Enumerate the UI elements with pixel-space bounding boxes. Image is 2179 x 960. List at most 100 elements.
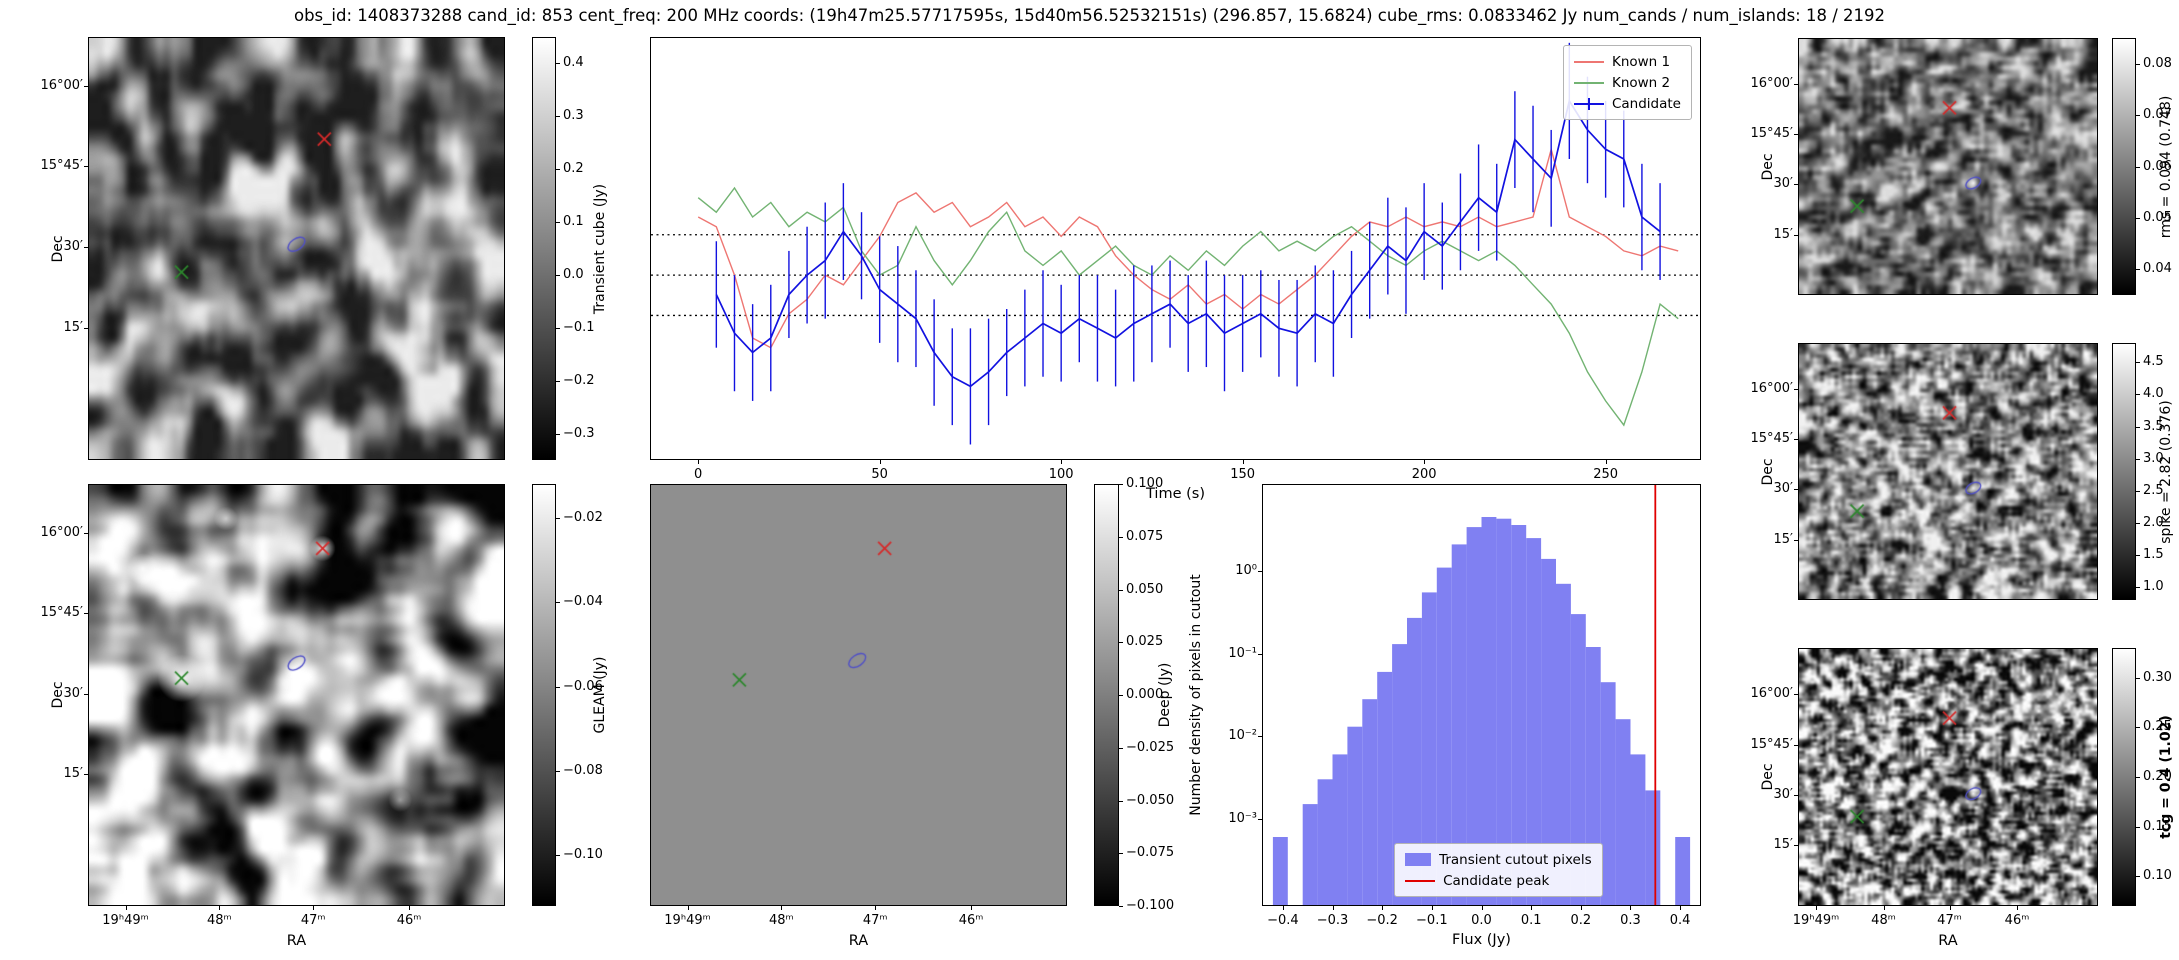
rms-colorbar-tick (2136, 269, 2140, 271)
deep-ra-tick-label: 48ᵐ (769, 913, 794, 928)
spike-colorbar-tick (2136, 490, 2140, 492)
gleam-colorbar-tick (556, 770, 560, 772)
gleam-colorbar-tick (556, 517, 560, 519)
tcg-colorbar-tick (2136, 727, 2140, 729)
gleam-ra-tick-label: 19ʰ49ᵐ (102, 913, 149, 928)
tcg-ra-tick (2017, 906, 2018, 910)
lightcurve-legend: Known 1 Known 2 Candidate (1562, 45, 1692, 120)
tcg-colorbar-tick-label: 0.20 (2143, 769, 2172, 784)
rms-colorbar-label: rms = 0.094 (0.748) (2158, 95, 2174, 238)
legend-line-sample (1573, 55, 1604, 69)
deep-colorbar-tick-label: −0.025 (1126, 739, 1175, 755)
legend-line (1573, 81, 1604, 84)
rms-ylabel: Dec (1760, 152, 1776, 181)
gleam-ra-tick (125, 906, 127, 910)
flux_histogram-y-tick (1258, 736, 1262, 738)
gleam-colorbar-tick (556, 602, 560, 604)
tcg-colorbar-tick (2136, 826, 2140, 828)
legend-row: Candidate (1573, 93, 1681, 114)
transient_cube-dec-tick (84, 85, 88, 87)
rms-colorbar (2112, 38, 2136, 295)
spike-colorbar-tick (2136, 555, 2140, 557)
panel-deep (650, 484, 1067, 906)
spike-image (1799, 344, 2097, 599)
tcg-ra-tick (1816, 906, 1817, 910)
lightcurve-xlabel: Time (s) (1146, 486, 1205, 502)
flux_histogram-x-tick (1630, 906, 1632, 910)
spike-colorbar (2112, 343, 2136, 600)
spike-colorbar-label: spike = 2.82 (0.376) (2158, 399, 2174, 544)
gleam-colorbar-tick-label: −0.10 (563, 847, 603, 863)
flux_histogram-y-tick-label: 10⁻³ (1228, 810, 1257, 826)
flux_histogram-x-tick-label: −0.3 (1316, 913, 1349, 928)
transient_cube-ylabel: Dec (50, 234, 66, 263)
tcg-ra-tick-label: 47ᵐ (1937, 913, 1962, 928)
spike-colorbar-tick (2136, 362, 2140, 364)
rms-dec-tick-label: 16°00′ (1750, 76, 1793, 92)
transient_cube-colorbar-tick (556, 116, 560, 118)
tcg-xlabel: RA (1938, 933, 1958, 949)
rms-dec-tick (1794, 234, 1798, 236)
transient_cube-dec-tick-label: 16°00′ (40, 77, 83, 93)
deep-colorbar-tick (1119, 695, 1123, 696)
gleam-ra-tick-label: 46ᵐ (396, 913, 422, 928)
tcg-dec-tick-label: 15′ (1773, 837, 1794, 853)
gleam-colorbar-tick-label: −0.04 (563, 594, 603, 610)
panel-tcg (1798, 648, 2098, 906)
rms-image (1799, 39, 2097, 294)
rms-colorbar-tick-label: 0.05 (2143, 209, 2172, 225)
gleam-colorbar (532, 484, 556, 906)
spike-colorbar-tick-label: 1.0 (2143, 579, 2164, 595)
legend-line-sample (1405, 874, 1436, 888)
transient_cube-colorbar-label: Transient cube (Jy) (592, 183, 608, 314)
gleam-ra-tick (313, 906, 315, 910)
gleam-image (89, 485, 504, 905)
deep-ra-tick (687, 906, 689, 910)
flux_histogram-x-tick-label: 0.1 (1520, 913, 1542, 928)
panel-flux_histogram: Transient cutout pixels Candidate peak (1262, 484, 1701, 906)
flux_histogram-y-tick (1258, 570, 1262, 572)
transient_cube-dec-tick-label: 15′ (63, 320, 84, 336)
gleam-colorbar-tick-label: −0.02 (563, 509, 603, 525)
rms-dec-tick (1794, 134, 1798, 136)
gleam-dec-tick-label: 30′ (63, 685, 84, 701)
legend-errorbar (1587, 97, 1590, 110)
flux_histogram-y-tick-label: 10⁻¹ (1228, 645, 1257, 661)
deep-colorbar-tick-label: 0.050 (1126, 581, 1164, 597)
rms-colorbar-tick-label: 0.06 (2143, 158, 2172, 174)
tcg-ra-tick-label: 48ᵐ (1871, 913, 1896, 928)
rms-colorbar-tick (2136, 217, 2140, 219)
deep-colorbar-tick (1119, 853, 1123, 855)
tcg-colorbar (2112, 648, 2136, 906)
spike-colorbar-tick-label: 2.5 (2143, 482, 2164, 498)
flux_histogram-x-tick (1580, 906, 1582, 910)
spike-dec-tick (1794, 489, 1798, 491)
deep-colorbar-tick (1119, 536, 1123, 538)
lightcurve-plot (651, 42, 1700, 445)
flux_histogram-x-tick-label: −0.1 (1416, 913, 1448, 928)
transient_cube-colorbar (532, 37, 556, 460)
legend-label: Candidate peak (1443, 872, 1550, 889)
flux_histogram-x-tick (1531, 906, 1533, 910)
spike-dec-tick-label: 16°00′ (1750, 381, 1793, 397)
tcg-dec-tick (1794, 744, 1798, 746)
legend-line-sample (1573, 76, 1604, 90)
gleam-colorbar-tick (556, 855, 560, 857)
spike-dec-tick (1794, 439, 1798, 441)
tcg-colorbar-label: tcg = 0.4 (1.02) (2158, 715, 2174, 839)
transient_cube-colorbar-tick (556, 327, 560, 329)
deep-colorbar-tick-label: −0.050 (1126, 792, 1175, 808)
flux_histogram-y-tick (1258, 818, 1262, 820)
lightcurve-x-tick (1242, 460, 1244, 464)
flux_histogram-y-tick-label: 10⁻² (1228, 728, 1257, 744)
tcg-colorbar-tick (2136, 677, 2140, 679)
flux_histogram-legend: Transient cutout pixels Candidate peak (1394, 843, 1603, 897)
transient_cube-dec-tick (84, 247, 88, 249)
flux_histogram-plot (1272, 485, 1691, 905)
tcg-image (1799, 649, 2097, 905)
deep-ra-tick-label: 19ʰ49ᵐ (664, 913, 711, 928)
gleam-ra-tick (219, 906, 221, 910)
transient_cube-colorbar-tick-label: 0.0 (563, 266, 584, 282)
gleam-ylabel: Dec (50, 681, 66, 709)
